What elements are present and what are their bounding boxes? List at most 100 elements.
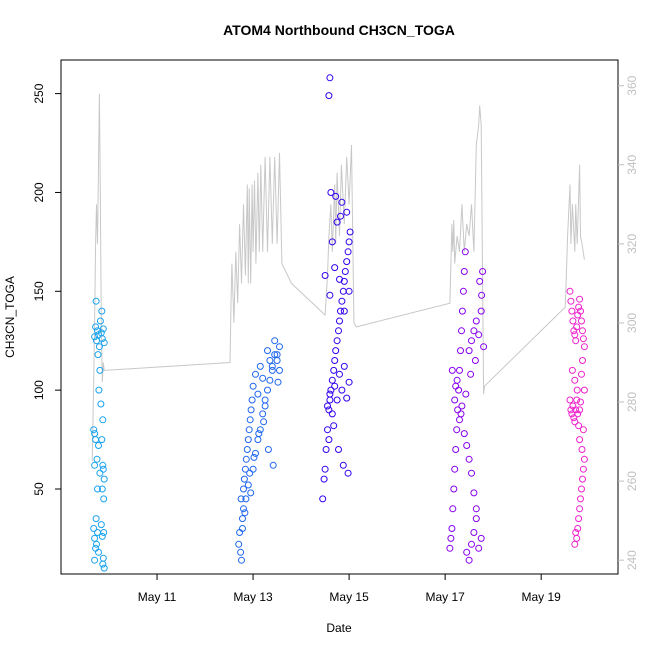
data-point xyxy=(99,560,107,568)
data-point xyxy=(472,317,480,325)
x-tick-label: May 15 xyxy=(329,590,369,604)
y2-tick-label: 240 xyxy=(625,550,639,570)
x-tick-label: May 17 xyxy=(425,590,465,604)
data-point xyxy=(241,509,249,517)
data-point xyxy=(100,339,108,347)
data-point xyxy=(452,446,460,453)
data-point xyxy=(268,362,276,370)
data-point xyxy=(94,485,101,493)
data-point xyxy=(260,418,268,426)
data-point xyxy=(100,529,108,536)
data-point xyxy=(333,218,341,226)
data-point xyxy=(259,410,267,418)
data-point xyxy=(256,362,264,370)
data-point xyxy=(343,394,351,402)
data-point xyxy=(568,307,576,315)
data-point xyxy=(578,485,585,493)
data-point xyxy=(92,515,100,523)
data-point xyxy=(276,343,283,351)
data-point xyxy=(571,331,579,339)
y-tick-label: 200 xyxy=(32,182,46,202)
data-point xyxy=(580,386,588,394)
data-point xyxy=(91,333,99,341)
data-point xyxy=(242,455,250,463)
data-point xyxy=(346,228,354,236)
y2-tick-label: 320 xyxy=(625,234,639,254)
plot-frame xyxy=(60,59,619,575)
data-point xyxy=(465,455,473,463)
data-point xyxy=(453,426,461,434)
data-point xyxy=(337,307,344,315)
data-point xyxy=(453,376,461,384)
data-point xyxy=(99,554,107,562)
data-point xyxy=(271,337,279,345)
data-point xyxy=(237,548,245,556)
x-tick-label: May 11 xyxy=(138,590,177,604)
data-point xyxy=(457,410,465,418)
data-point xyxy=(451,465,459,473)
data-point xyxy=(572,406,580,414)
data-point xyxy=(569,317,577,325)
data-point xyxy=(100,495,108,503)
data-point xyxy=(326,291,334,299)
data-point xyxy=(93,540,100,548)
y-axis-label: CH3CN_TOGA xyxy=(3,276,17,358)
data-point xyxy=(261,402,269,410)
data-point xyxy=(458,307,466,315)
data-point xyxy=(254,390,262,398)
y-tick-label: 50 xyxy=(32,482,46,496)
data-point xyxy=(320,475,328,483)
data-point xyxy=(91,556,99,564)
data-point xyxy=(578,317,585,325)
data-point xyxy=(244,436,252,444)
data-point xyxy=(465,347,473,355)
data-point xyxy=(449,505,457,513)
data-point xyxy=(326,396,334,404)
data-point xyxy=(98,335,106,343)
data-point xyxy=(98,307,106,315)
data-point xyxy=(580,343,588,351)
data-point xyxy=(237,495,245,503)
data-point xyxy=(328,238,336,246)
data-point xyxy=(577,495,584,503)
secondary-line xyxy=(91,93,585,462)
data-point xyxy=(240,475,248,483)
data-point xyxy=(454,406,462,414)
data-point xyxy=(242,495,250,503)
data-point xyxy=(246,416,254,424)
data-point xyxy=(575,422,583,430)
data-point xyxy=(271,351,279,359)
data-point xyxy=(472,505,480,513)
data-point xyxy=(328,410,336,418)
data-point xyxy=(344,469,352,477)
data-point xyxy=(470,327,478,335)
data-point xyxy=(343,258,351,266)
data-point xyxy=(266,376,274,384)
data-point xyxy=(95,386,103,394)
data-point xyxy=(577,307,584,315)
data-point xyxy=(95,343,103,351)
data-point xyxy=(456,366,463,374)
data-point xyxy=(266,357,274,364)
data-point xyxy=(448,525,456,532)
data-point xyxy=(458,402,466,410)
data-point xyxy=(264,347,271,355)
data-point xyxy=(579,327,586,335)
data-point xyxy=(333,396,341,404)
data-point xyxy=(336,370,343,378)
data-point xyxy=(276,366,283,374)
data-point xyxy=(463,548,471,556)
data-point xyxy=(471,357,479,364)
data-point xyxy=(343,208,351,216)
data-point xyxy=(261,396,269,404)
data-point xyxy=(332,192,340,200)
data-point xyxy=(241,465,249,473)
y2-tick-label: 300 xyxy=(625,313,639,333)
data-point xyxy=(577,398,584,406)
data-point xyxy=(479,268,487,275)
data-point xyxy=(578,370,585,378)
data-point xyxy=(99,465,107,473)
data-point xyxy=(475,544,483,552)
data-point xyxy=(576,406,584,414)
